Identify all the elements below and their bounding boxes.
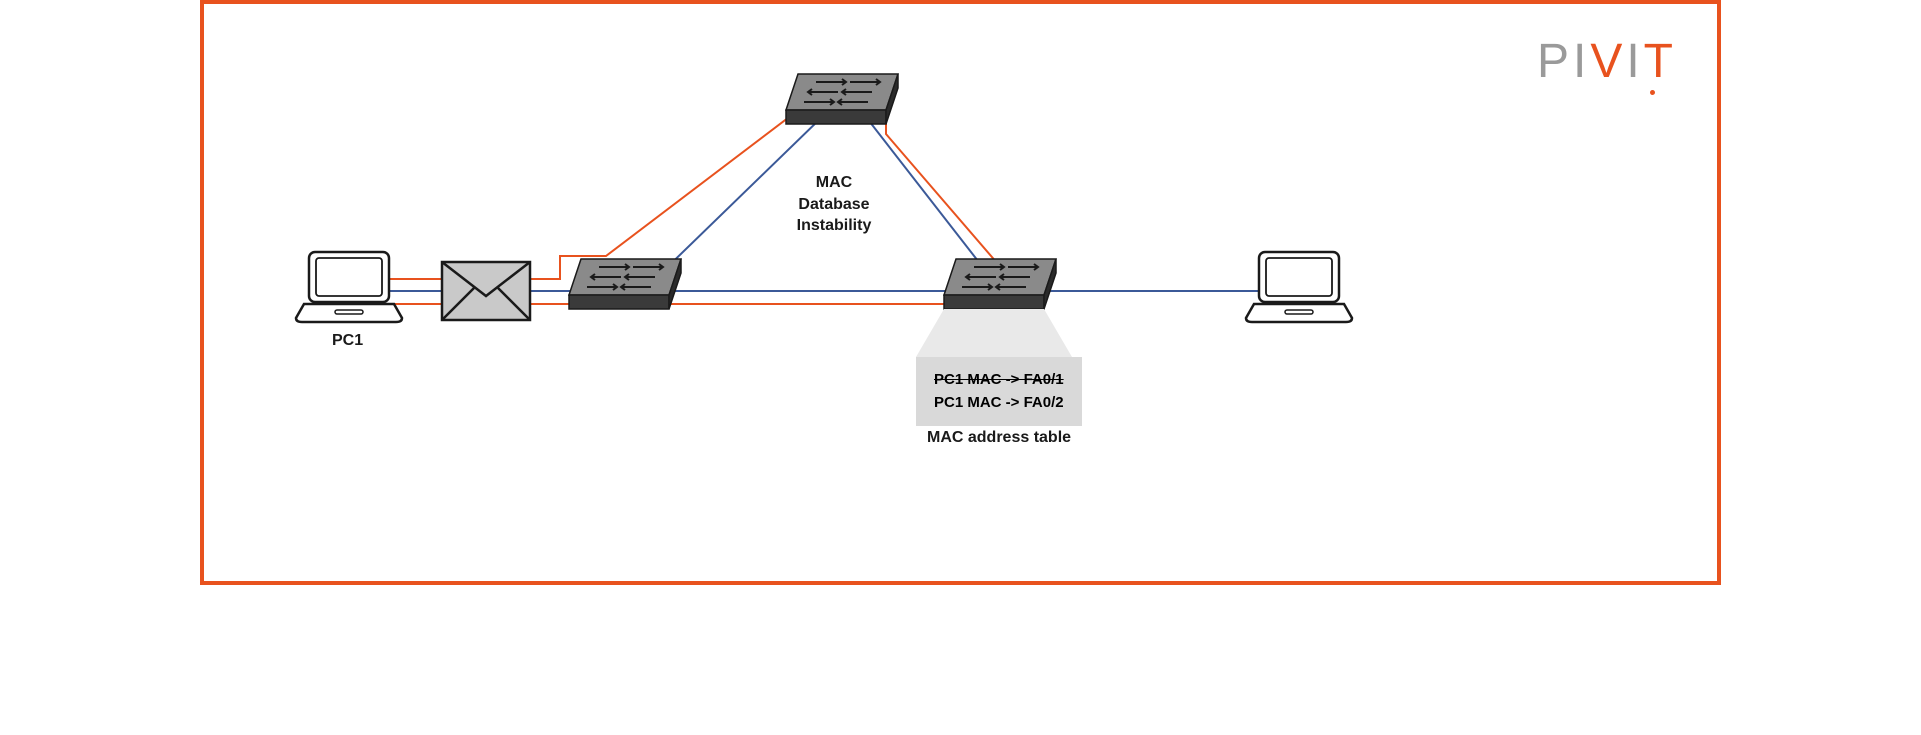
switch-right — [916, 259, 1072, 357]
center-title-text: MACDatabaseInstability — [797, 174, 872, 234]
center-title: MACDatabaseInstability — [764, 172, 904, 237]
laptop-right — [1246, 252, 1352, 322]
mac-row-1: PC1 MAC -> FA0/1 — [934, 369, 1064, 392]
laptop-pc1 — [296, 252, 402, 322]
envelope-icon — [442, 262, 530, 320]
mac-row-2: PC1 MAC -> FA0/2 — [934, 392, 1064, 415]
pc1-label: PC1 — [332, 332, 363, 350]
switch-left — [569, 259, 681, 309]
network-diagram — [204, 4, 1717, 581]
mac-address-table: PC1 MAC -> FA0/1 PC1 MAC -> FA0/2 — [916, 357, 1082, 426]
switch-top — [786, 74, 898, 124]
mac-table-caption: MAC address table — [927, 429, 1071, 447]
